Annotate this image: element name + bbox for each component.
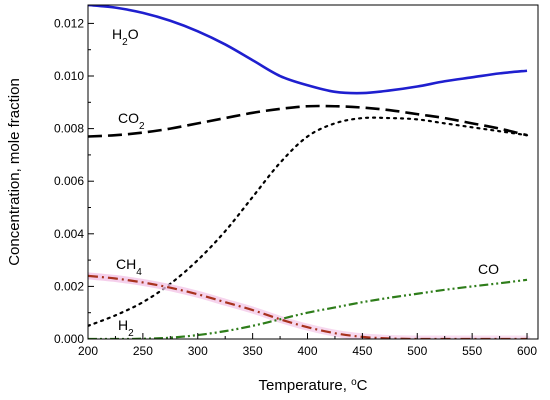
series-line-co2 [88,104,528,138]
x-axis-title-unit-sup: o [351,377,357,388]
x-tick-label: 300 [188,344,208,358]
x-axis-ticks: 200 250 300 350 400 450 500 550 600 [78,333,537,358]
y-tick-label: 0.000 [54,332,84,346]
x-tick-label: 550 [462,344,482,358]
x-tick-label: 500 [407,344,427,358]
x-tick-label: 250 [133,344,153,358]
y-tick-label: 0.008 [54,122,84,136]
series-label-ch4: CH4 [116,256,142,278]
x-tick-label: 200 [78,344,98,358]
x-tick-label: 450 [352,344,372,358]
series-label-co: CO [478,261,499,277]
series-label-co2: CO2 [118,110,145,132]
x-axis-title-unit: C [357,377,368,394]
y-tick-label: 0.010 [54,69,84,83]
series-label-h2o: H2O [112,26,139,48]
y-axis-title: Concentration, mole fraction [6,78,23,266]
y-axis-ticks: 0.000 0.002 0.004 0.006 0.008 0.010 0.012 [54,16,94,346]
y-tick-label: 0.004 [54,227,84,241]
series-line-h2 [88,116,529,327]
series-line-co [88,278,528,339]
x-tick-label: 600 [517,344,537,358]
series-line-ch4 [88,274,528,339]
y-tick-label: 0.006 [54,174,84,188]
x-axis-title: Temperature, oC [259,377,368,395]
x-tick-label: 350 [243,344,263,358]
y-tick-label: 0.002 [54,279,84,293]
y-tick-label: 0.012 [54,16,84,30]
series-layer [88,5,531,339]
series-labels: H2O CO2 H2 CH4 CO [112,26,499,339]
x-tick-label: 400 [297,344,317,358]
plot-frame [87,4,539,340]
series-label-h2: H2 [118,317,134,339]
x-axis-title-text: Temperature, [259,377,352,394]
series-line-h2o [88,5,528,95]
